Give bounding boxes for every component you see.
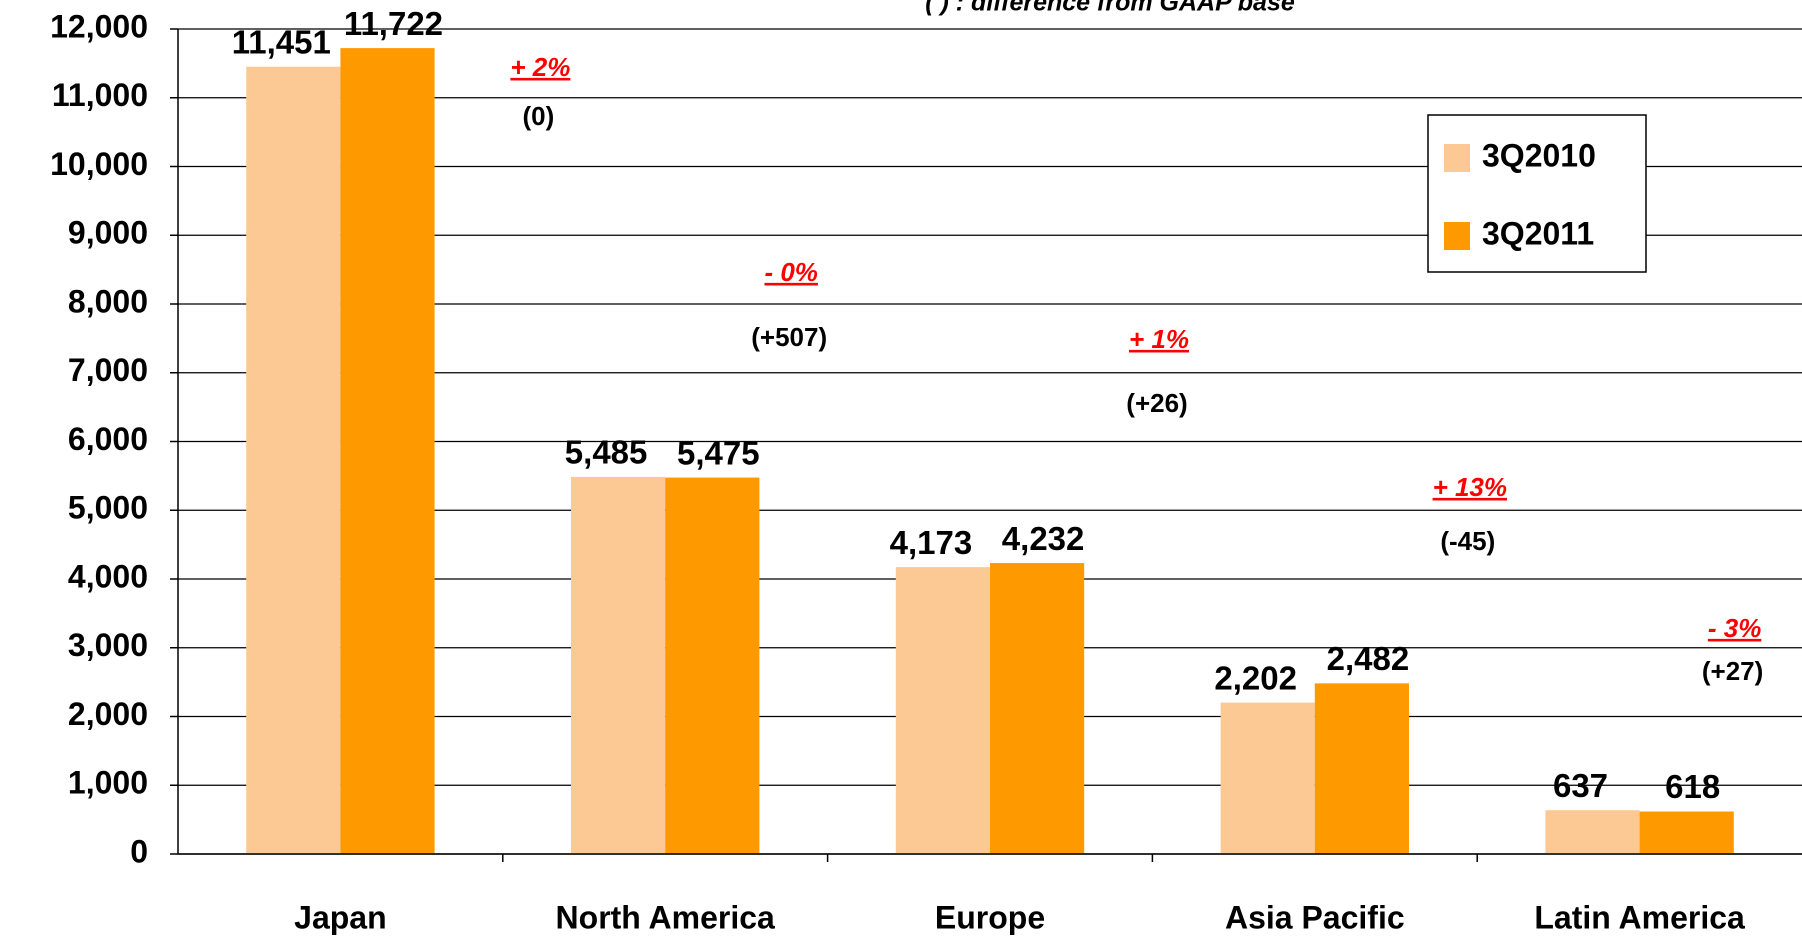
y-tick-label: 4,000 xyxy=(68,558,148,594)
x-tick-label: Japan xyxy=(294,899,386,935)
y-tick-label: 1,000 xyxy=(68,765,148,801)
y-tick-label: 3,000 xyxy=(68,627,148,663)
value-label: 637 xyxy=(1553,767,1608,804)
value-label: 2,482 xyxy=(1327,640,1410,677)
bar xyxy=(340,48,435,855)
bar xyxy=(246,66,341,854)
y-tick-label: 9,000 xyxy=(68,215,148,251)
x-tick-label: Europe xyxy=(935,899,1045,935)
x-tick-label: North America xyxy=(556,899,776,935)
x-tick-label: Asia Pacific xyxy=(1225,899,1405,935)
difference-label: (+507) xyxy=(751,322,827,352)
difference-label: (-45) xyxy=(1440,526,1495,556)
bar xyxy=(1545,810,1640,854)
bar xyxy=(571,476,666,854)
growth-label: + 13% xyxy=(1433,472,1507,502)
y-tick-label: 5,000 xyxy=(68,490,148,526)
bar xyxy=(1220,702,1315,854)
y-tick-label: 11,000 xyxy=(52,77,148,113)
bar xyxy=(1314,683,1409,854)
value-label: 4,173 xyxy=(890,524,973,561)
value-label: 5,475 xyxy=(677,434,760,471)
y-tick-label: 8,000 xyxy=(68,283,148,319)
x-tick-label: Latin America xyxy=(1534,899,1745,935)
legend-swatch xyxy=(1444,144,1470,172)
y-tick-label: 12,000 xyxy=(50,8,148,44)
growth-label: - 3% xyxy=(1708,613,1761,643)
y-tick-label: 2,000 xyxy=(68,696,148,732)
legend-swatch xyxy=(1444,222,1470,250)
growth-label: + 2% xyxy=(510,52,570,82)
legend-label: 3Q2010 xyxy=(1482,137,1596,173)
y-tick-label: 0 xyxy=(130,833,148,869)
y-tick-label: 7,000 xyxy=(68,352,148,388)
value-label: 11,451 xyxy=(232,23,331,60)
growth-label: + 1% xyxy=(1129,324,1189,354)
value-label: 618 xyxy=(1665,768,1720,805)
y-tick-label: 6,000 xyxy=(68,421,148,457)
value-label: 5,485 xyxy=(565,434,648,471)
value-label: 2,202 xyxy=(1214,659,1297,696)
growth-label: - 0% xyxy=(764,257,817,287)
difference-label: (+26) xyxy=(1126,388,1187,418)
difference-label: (+27) xyxy=(1702,656,1763,686)
value-label: 11,722 xyxy=(344,5,443,42)
value-label: 4,232 xyxy=(1002,520,1085,557)
legend-label: 3Q2011 xyxy=(1482,215,1594,251)
bar xyxy=(895,567,990,854)
y-tick-label: 10,000 xyxy=(50,146,148,182)
bar xyxy=(990,563,1085,854)
difference-label: (0) xyxy=(523,101,555,131)
bar xyxy=(665,477,760,854)
annotation: ( ) : difference from GAAP base xyxy=(925,0,1295,17)
bar xyxy=(1639,811,1734,854)
